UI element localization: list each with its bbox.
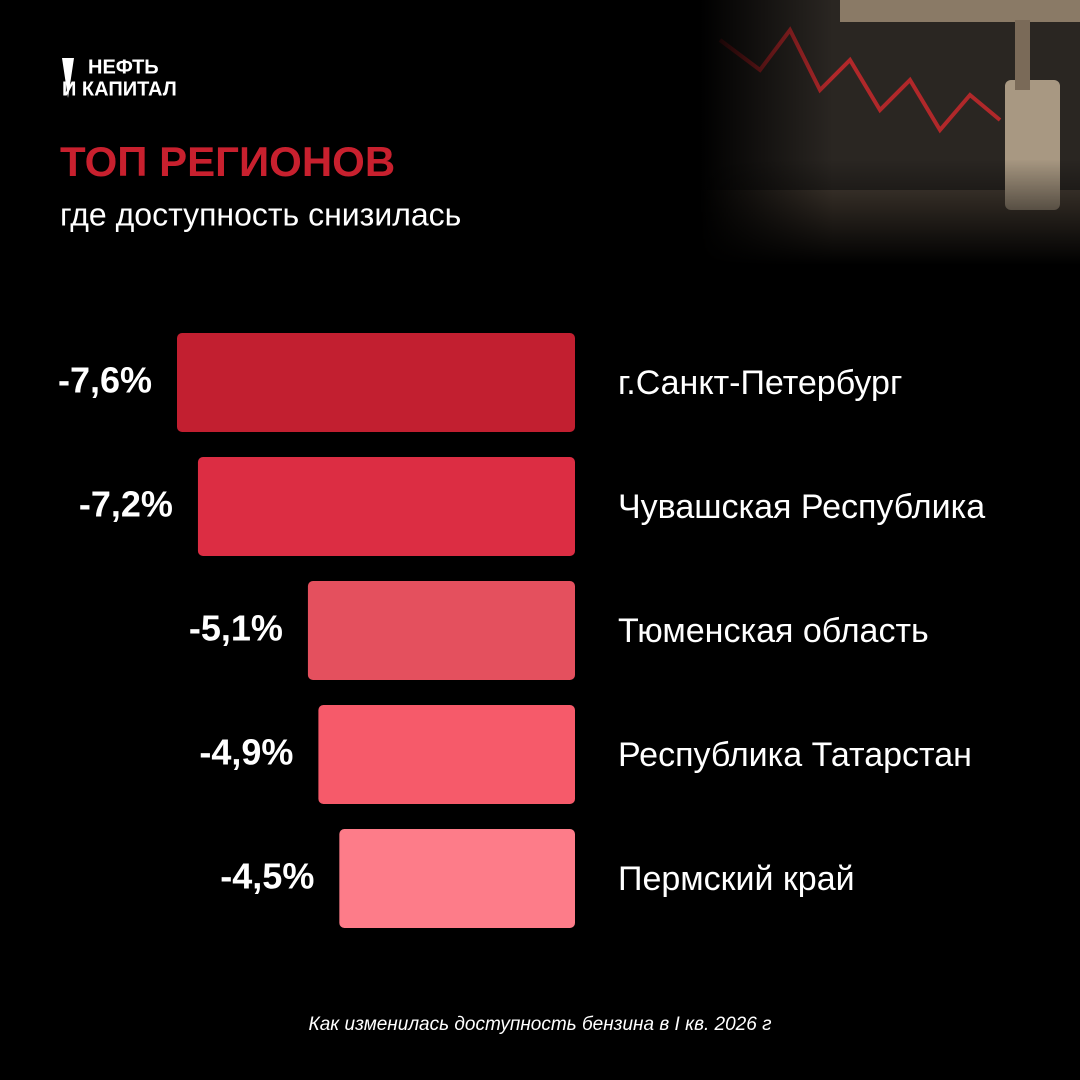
category-label: Пермский край: [618, 860, 855, 898]
value-label: -4,5%: [220, 856, 314, 897]
value-label: -4,9%: [199, 732, 293, 773]
footnote: Как изменилась доступность бензина в I к…: [309, 1014, 772, 1035]
bar: [307, 581, 575, 680]
bar: [177, 333, 575, 432]
logo-text: И КАПИТАЛ: [62, 78, 177, 100]
value-label: -7,6%: [58, 360, 152, 401]
category-label: г.Санкт-Петербург: [618, 364, 902, 402]
value-label: -5,1%: [189, 608, 283, 649]
photo: [700, 0, 1080, 265]
chart-title: ТОП РЕГИОНОВ: [60, 138, 395, 185]
value-label: -7,2%: [79, 484, 173, 525]
category-label: Чувашская Республика: [618, 488, 985, 526]
bar: [197, 457, 575, 556]
bar: [339, 829, 575, 928]
category-label: Тюменская область: [618, 612, 929, 650]
logo-text: НЕФТЬ: [88, 56, 159, 78]
chart-subtitle: где доступность снизилась: [60, 196, 461, 232]
bar: [318, 705, 575, 804]
logo-icon: [62, 58, 74, 98]
category-label: Республика Татарстан: [618, 736, 972, 774]
